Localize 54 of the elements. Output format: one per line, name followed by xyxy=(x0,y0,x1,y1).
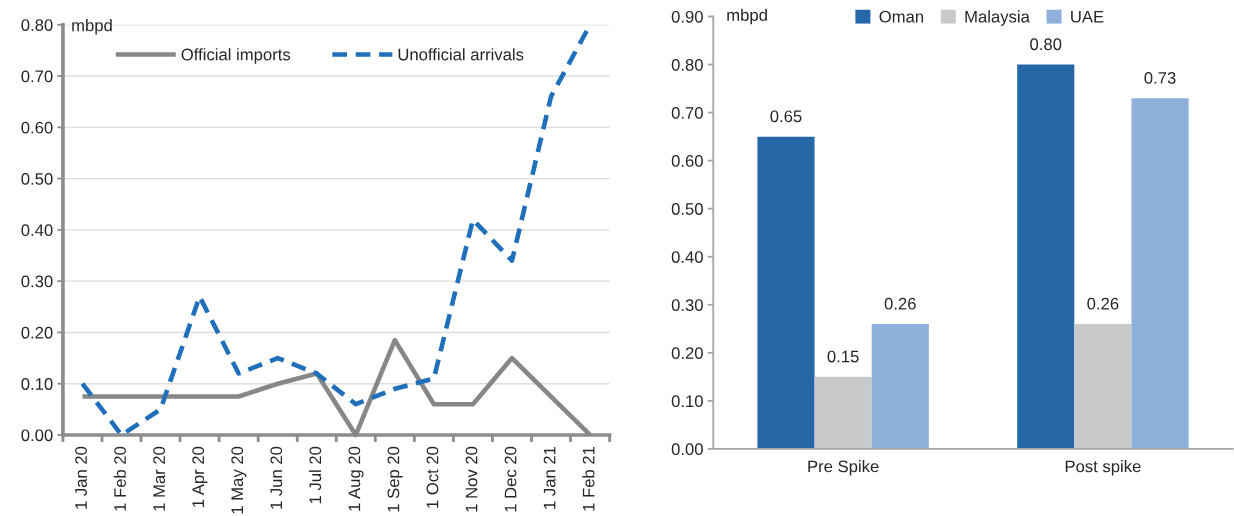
y-axis-title: mbpd xyxy=(727,8,767,25)
y-tick-label: 0.20 xyxy=(21,326,53,339)
y-tick-label: 0.30 xyxy=(671,299,703,311)
y-tick-label: 0.50 xyxy=(671,203,703,215)
x-tick-label: 1 Feb 21 xyxy=(582,446,595,511)
data-label: 0.73 xyxy=(1144,71,1176,84)
y-tick-label: 0.00 xyxy=(21,429,53,442)
y-tick-label: 0.50 xyxy=(21,173,53,185)
y-axis-title: mbpd xyxy=(72,19,112,35)
data-label: 0.26 xyxy=(884,297,916,310)
legend-label: Oman xyxy=(879,10,924,23)
y-tick-label: 0.10 xyxy=(21,378,53,390)
x-tick-label: 1 Sep 20 xyxy=(387,446,403,512)
bar xyxy=(1074,324,1132,449)
y-tick-label: 0.60 xyxy=(671,155,703,167)
x-tick-label: 1 Apr 20 xyxy=(192,446,208,507)
x-tick-label: 1 Aug 20 xyxy=(348,446,364,511)
y-tick-label: 0.20 xyxy=(671,347,703,360)
x-tick-label: 1 Jun 20 xyxy=(270,446,283,509)
x-tick-label: Pre Spike xyxy=(808,460,879,476)
bar xyxy=(1017,64,1075,449)
y-tick-label: 0.60 xyxy=(21,121,53,134)
y-tick-label: 0.40 xyxy=(21,224,53,237)
legend-label: Unofficial arrivals xyxy=(398,48,524,61)
x-tick-label: 1 Nov 20 xyxy=(465,446,478,512)
legend-label: Malaysia xyxy=(965,10,1030,26)
y-tick-label: 0.30 xyxy=(21,275,53,288)
legend-label: UAE xyxy=(1071,10,1104,23)
data-label: 0.26 xyxy=(1087,297,1119,310)
x-tick-label: 1 Oct 20 xyxy=(426,446,439,508)
bar xyxy=(1131,98,1189,449)
y-tick-label: 0.40 xyxy=(671,251,703,263)
data-label: 0.80 xyxy=(1030,38,1062,51)
data-label: 0.65 xyxy=(770,110,802,123)
y-tick-label: 0.80 xyxy=(671,58,703,71)
data-label: 0.15 xyxy=(827,350,859,363)
y-tick-label: 0.10 xyxy=(671,395,703,408)
bar xyxy=(757,136,815,449)
x-tick-label: Post spike xyxy=(1065,460,1141,476)
x-tick-label: 1 May 20 xyxy=(231,446,247,514)
x-tick-label: 1 Mar 20 xyxy=(153,446,166,511)
x-tick-label: 1 Jan 21 xyxy=(543,446,556,509)
bar xyxy=(871,324,929,449)
y-tick-label: 0.70 xyxy=(21,70,53,83)
x-tick-label: 1 Jul 20 xyxy=(308,446,322,504)
y-tick-label: 0.70 xyxy=(671,107,703,119)
y-tick-label: 0.80 xyxy=(21,19,53,31)
bar xyxy=(814,376,872,449)
x-tick-label: 1 Dec 20 xyxy=(504,446,517,512)
legend-label: Official imports xyxy=(181,48,291,64)
y-tick-label: 0.90 xyxy=(671,10,703,23)
x-tick-label: 1 Feb 20 xyxy=(113,446,126,511)
y-tick-label: 0.00 xyxy=(671,443,703,456)
x-tick-label: 1 Jan 20 xyxy=(75,446,87,509)
